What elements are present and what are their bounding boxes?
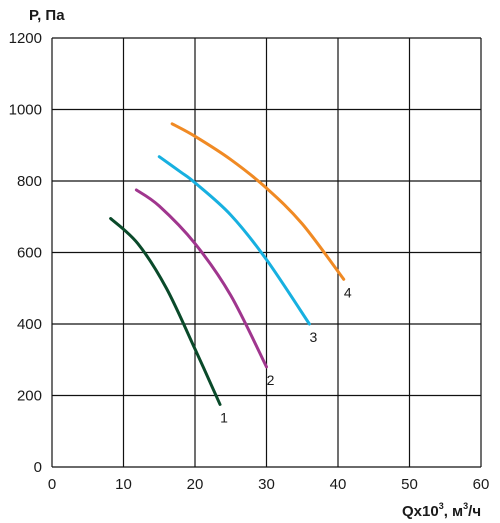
y-tick-label-600: 600	[17, 245, 42, 262]
series-4-line	[170, 122, 346, 281]
x-tick-label-10: 10	[115, 476, 132, 493]
series-3-line	[157, 155, 311, 326]
x-axis-label-sup: 3	[439, 501, 444, 511]
y-tick-label-1200: 1200	[9, 30, 42, 47]
series-3-label: 3	[310, 329, 318, 345]
x-axis-label-prefix: Qx10	[402, 503, 439, 520]
x-tick-label-50: 50	[401, 476, 418, 493]
y-tick-label-200: 200	[17, 388, 42, 405]
series-2-label: 2	[267, 372, 275, 388]
y-axis-label: P, Па	[29, 7, 65, 24]
y-tick-label-400: 400	[17, 316, 42, 333]
x-tick-label-60: 60	[473, 476, 490, 493]
x-axis-label: Qx103, м3/ч	[402, 501, 481, 520]
grid	[51, 37, 482, 468]
curve-labels: 1 2 3 4	[220, 284, 352, 425]
curves	[109, 122, 346, 406]
x-tick-label-0: 0	[48, 476, 56, 493]
series-4-label: 4	[344, 284, 352, 300]
y-tick-label-1000: 1000	[9, 102, 42, 119]
x-axis-label-mid: , м	[444, 503, 463, 520]
x-tick-label-20: 20	[187, 476, 204, 493]
series-1-label: 1	[220, 409, 228, 425]
x-tick-label-40: 40	[330, 476, 347, 493]
x-axis-label-sup2: 3	[463, 501, 468, 511]
y-tick-label-800: 800	[17, 173, 42, 190]
series-2-line	[134, 188, 268, 369]
x-tick-label-30: 30	[258, 476, 275, 493]
x-axis-label-suffix: /ч	[468, 503, 481, 520]
series-1-line	[109, 217, 222, 406]
y-tick-label-0: 0	[34, 459, 42, 476]
